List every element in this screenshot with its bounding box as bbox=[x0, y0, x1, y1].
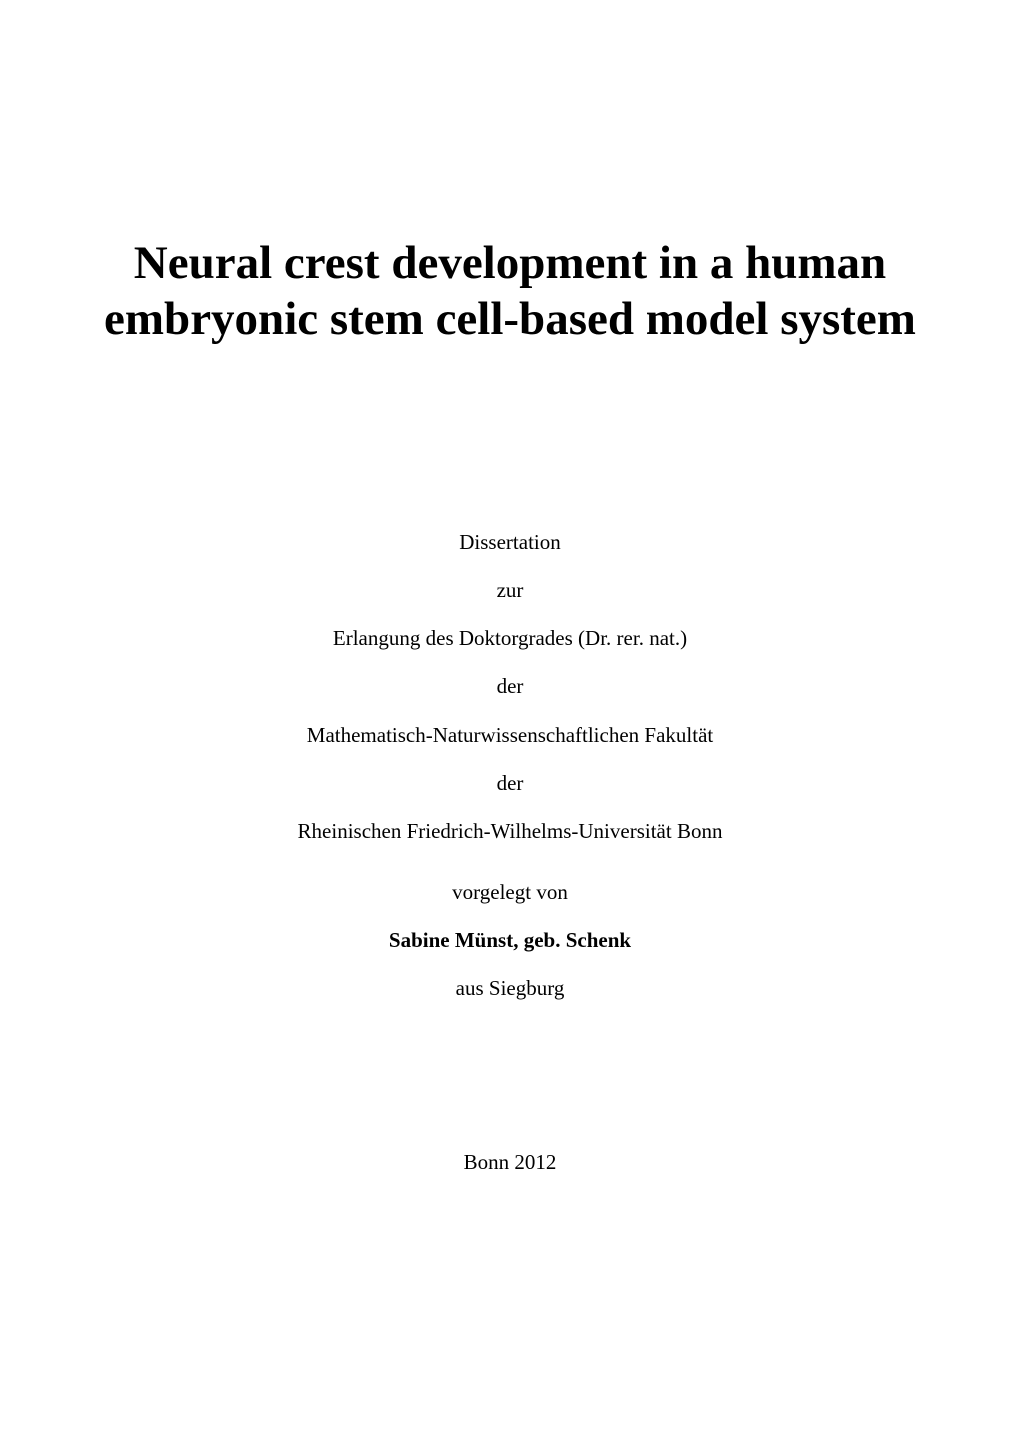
submitted-by-label: vorgelegt von bbox=[120, 880, 900, 904]
university-line: Rheinischen Friedrich-Wilhelms-Universit… bbox=[120, 819, 900, 843]
der-label-2: der bbox=[120, 771, 900, 795]
zur-label: zur bbox=[120, 578, 900, 602]
author-info: vorgelegt von Sabine Münst, geb. Schenk … bbox=[120, 880, 900, 1000]
faculty-line: Mathematisch-Naturwissenschaftlichen Fak… bbox=[120, 723, 900, 747]
degree-line: Erlangung des Doktorgrades (Dr. rer. nat… bbox=[120, 626, 900, 650]
title-line-1: Neural crest development in a human bbox=[90, 235, 930, 291]
place-year-text: Bonn 2012 bbox=[120, 1150, 900, 1175]
title-line-2: embryonic stem cell-based model system bbox=[90, 291, 930, 347]
dissertation-info: Dissertation zur Erlangung des Doktorgra… bbox=[120, 530, 900, 843]
place-year: Bonn 2012 bbox=[120, 1150, 900, 1175]
dissertation-title: Neural crest development in a human embr… bbox=[90, 235, 930, 348]
author-name: Sabine Münst, geb. Schenk bbox=[120, 928, 900, 952]
dissertation-label: Dissertation bbox=[120, 530, 900, 554]
title-page: Neural crest development in a human embr… bbox=[0, 0, 1020, 1442]
author-origin: aus Siegburg bbox=[120, 976, 900, 1000]
der-label-1: der bbox=[120, 674, 900, 698]
